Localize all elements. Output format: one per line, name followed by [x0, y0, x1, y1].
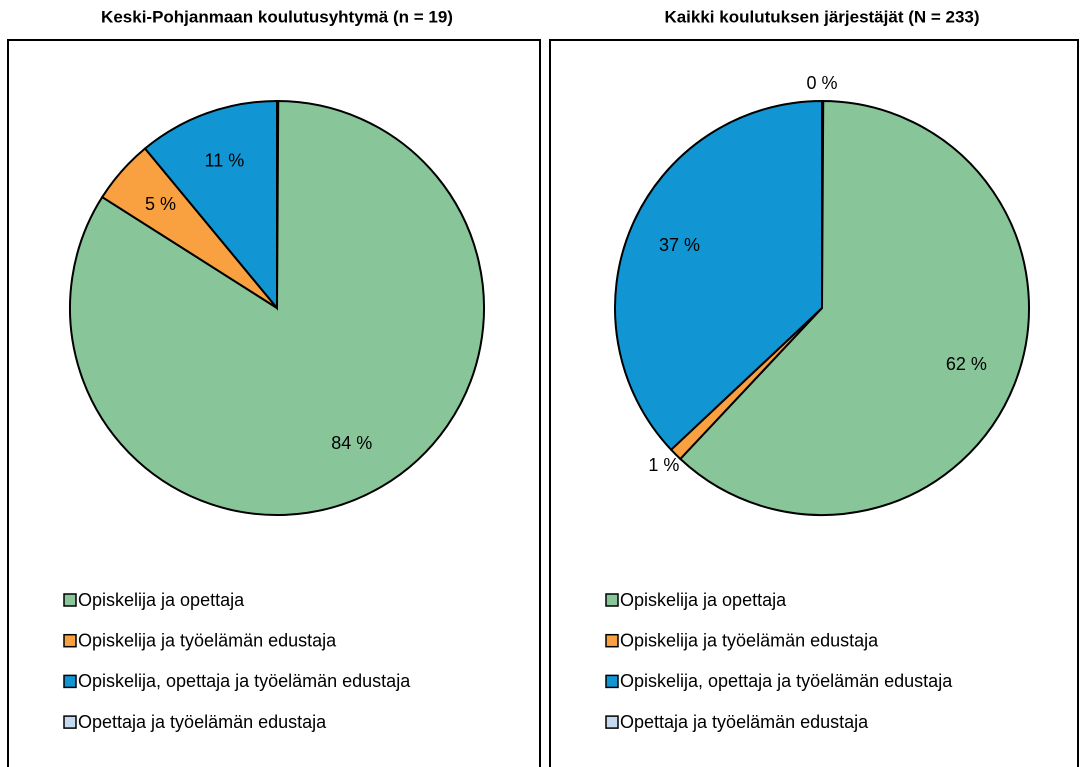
legend-swatch	[63, 633, 77, 648]
legend-swatch	[63, 674, 77, 689]
legend-label: Opiskelija ja opettaja	[78, 590, 245, 610]
data-label: 1 %	[648, 455, 679, 475]
legend-label: Opiskelija ja työelämän edustaja	[78, 630, 337, 650]
data-label: 5 %	[145, 194, 176, 214]
chart-title: Keski-Pohjanmaan koulutusyhtymä (n = 19)	[101, 7, 453, 26]
legend-label: Opettaja ja työelämän edustaja	[620, 712, 869, 732]
legend-label: Opiskelija, opettaja ja työelämän edusta…	[78, 671, 411, 691]
panel-frame	[549, 39, 1079, 767]
pie-slice	[614, 99, 823, 452]
legend-swatch	[63, 593, 77, 607]
chart-title: Kaikki koulutuksen järjestäjät (N = 233)	[664, 7, 979, 26]
legend-label: Opiskelija, opettaja ja työelämän edusta…	[620, 671, 953, 691]
panel-frame	[7, 39, 541, 767]
pie-slice	[143, 99, 278, 311]
pie-slice	[678, 99, 1030, 516]
data-label: 11 %	[205, 151, 245, 171]
legend-swatch	[605, 633, 619, 648]
data-label: 37 %	[659, 235, 700, 255]
legend-label: Opettaja ja työelämän edustaja	[78, 712, 327, 732]
legend-swatch	[63, 715, 77, 729]
legend-swatch	[605, 593, 619, 607]
legend-label: Opiskelija ja opettaja	[620, 590, 787, 610]
data-label: 84 %	[331, 433, 372, 453]
data-label: 0 %	[806, 73, 837, 93]
legend-label: Opiskelija ja työelämän edustaja	[620, 630, 879, 650]
legend-swatch	[605, 674, 619, 689]
data-label: 62 %	[946, 354, 987, 374]
pie-slice	[276, 99, 280, 309]
pie-slice	[821, 99, 825, 309]
legend-swatch	[605, 715, 619, 729]
